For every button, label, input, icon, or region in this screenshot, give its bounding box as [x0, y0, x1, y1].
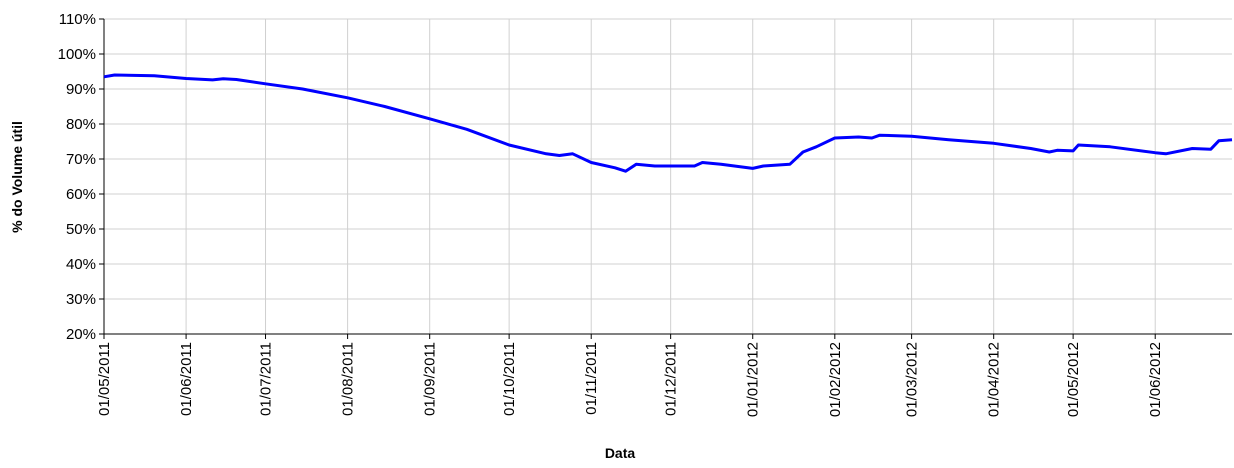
y-axis-label: % do Volume útil — [9, 121, 25, 233]
y-tick-label: 50% — [66, 221, 96, 238]
y-tick-label: 80% — [66, 116, 96, 133]
x-axis-label: Data — [605, 445, 636, 461]
x-tick-label: 01/09/2011 — [422, 342, 439, 416]
y-tick-label: 110% — [59, 11, 96, 28]
x-tick-label: 01/01/2012 — [745, 342, 762, 417]
x-tick-label: 01/04/2012 — [986, 342, 1003, 417]
y-tick-label: 60% — [66, 186, 96, 203]
x-tick-label: 01/02/2012 — [827, 342, 844, 417]
y-tick-label: 20% — [66, 326, 96, 343]
x-tick-label: 01/08/2011 — [340, 342, 357, 416]
y-tick-label: 40% — [66, 256, 96, 273]
data-line — [103, 73, 1233, 173]
x-tick-label: 01/11/2011 — [583, 342, 600, 415]
y-tick-label: 100% — [58, 46, 96, 63]
x-tick-label: 01/05/2011 — [96, 342, 113, 416]
x-tick-label: 01/03/2012 — [904, 342, 921, 417]
x-tick-label: 01/12/2011 — [663, 342, 680, 416]
y-tick-label: 30% — [66, 291, 96, 308]
x-tick-label: 01/05/2012 — [1065, 342, 1082, 417]
x-tick-label: 01/07/2011 — [258, 342, 275, 416]
x-tick-label: 01/10/2011 — [501, 342, 518, 416]
y-tick-label: 90% — [66, 81, 96, 98]
y-tick-label: 70% — [66, 151, 96, 168]
x-tick-label: 01/06/2012 — [1147, 342, 1164, 417]
x-tick-label: 01/06/2011 — [178, 342, 195, 416]
